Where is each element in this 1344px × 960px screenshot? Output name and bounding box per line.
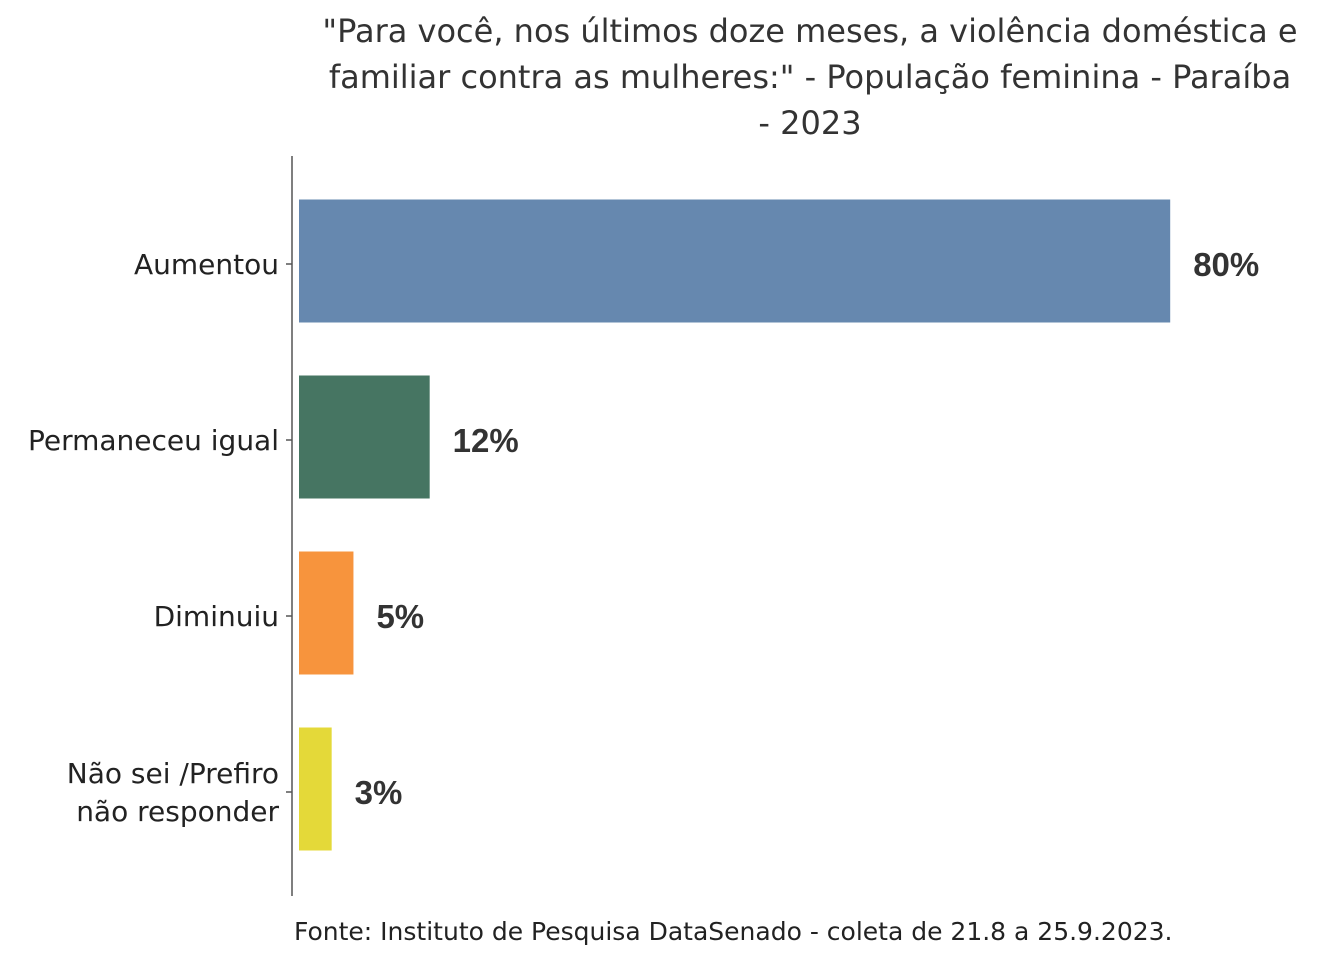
y-axis-ticks — [286, 263, 292, 793]
chart-title-line: familiar contra as mulheres:" - Populaçã… — [329, 58, 1291, 96]
bar — [299, 551, 354, 675]
value-labels: 80% 12% 5% 3% — [355, 246, 1260, 811]
data-label: 3% — [355, 774, 403, 811]
category-label: Não sei /Prefiro — [67, 757, 279, 790]
chart-title-line: - 2023 — [758, 104, 861, 142]
data-label: 80% — [1193, 246, 1259, 283]
chart-title-line: "Para você, nos últimos doze meses, a vi… — [322, 12, 1297, 50]
data-label: 5% — [376, 598, 424, 635]
bar — [299, 727, 332, 851]
category-labels: Aumentou Permaneceu igual Diminuiu Não sei … — [28, 248, 280, 828]
category-label: Permaneceu igual — [28, 424, 279, 457]
category-label: não responder — [76, 795, 279, 828]
category-label: Diminuiu — [154, 600, 279, 633]
bars-group — [299, 199, 1171, 851]
chart-title: "Para você, nos últimos doze meses, a vi… — [322, 12, 1297, 142]
data-label: 12% — [453, 422, 519, 459]
category-label: Aumentou — [134, 248, 279, 281]
bar — [299, 375, 430, 499]
bar — [299, 199, 1171, 323]
source-note: Fonte: Instituto de Pesquisa DataSenado … — [294, 917, 1172, 946]
